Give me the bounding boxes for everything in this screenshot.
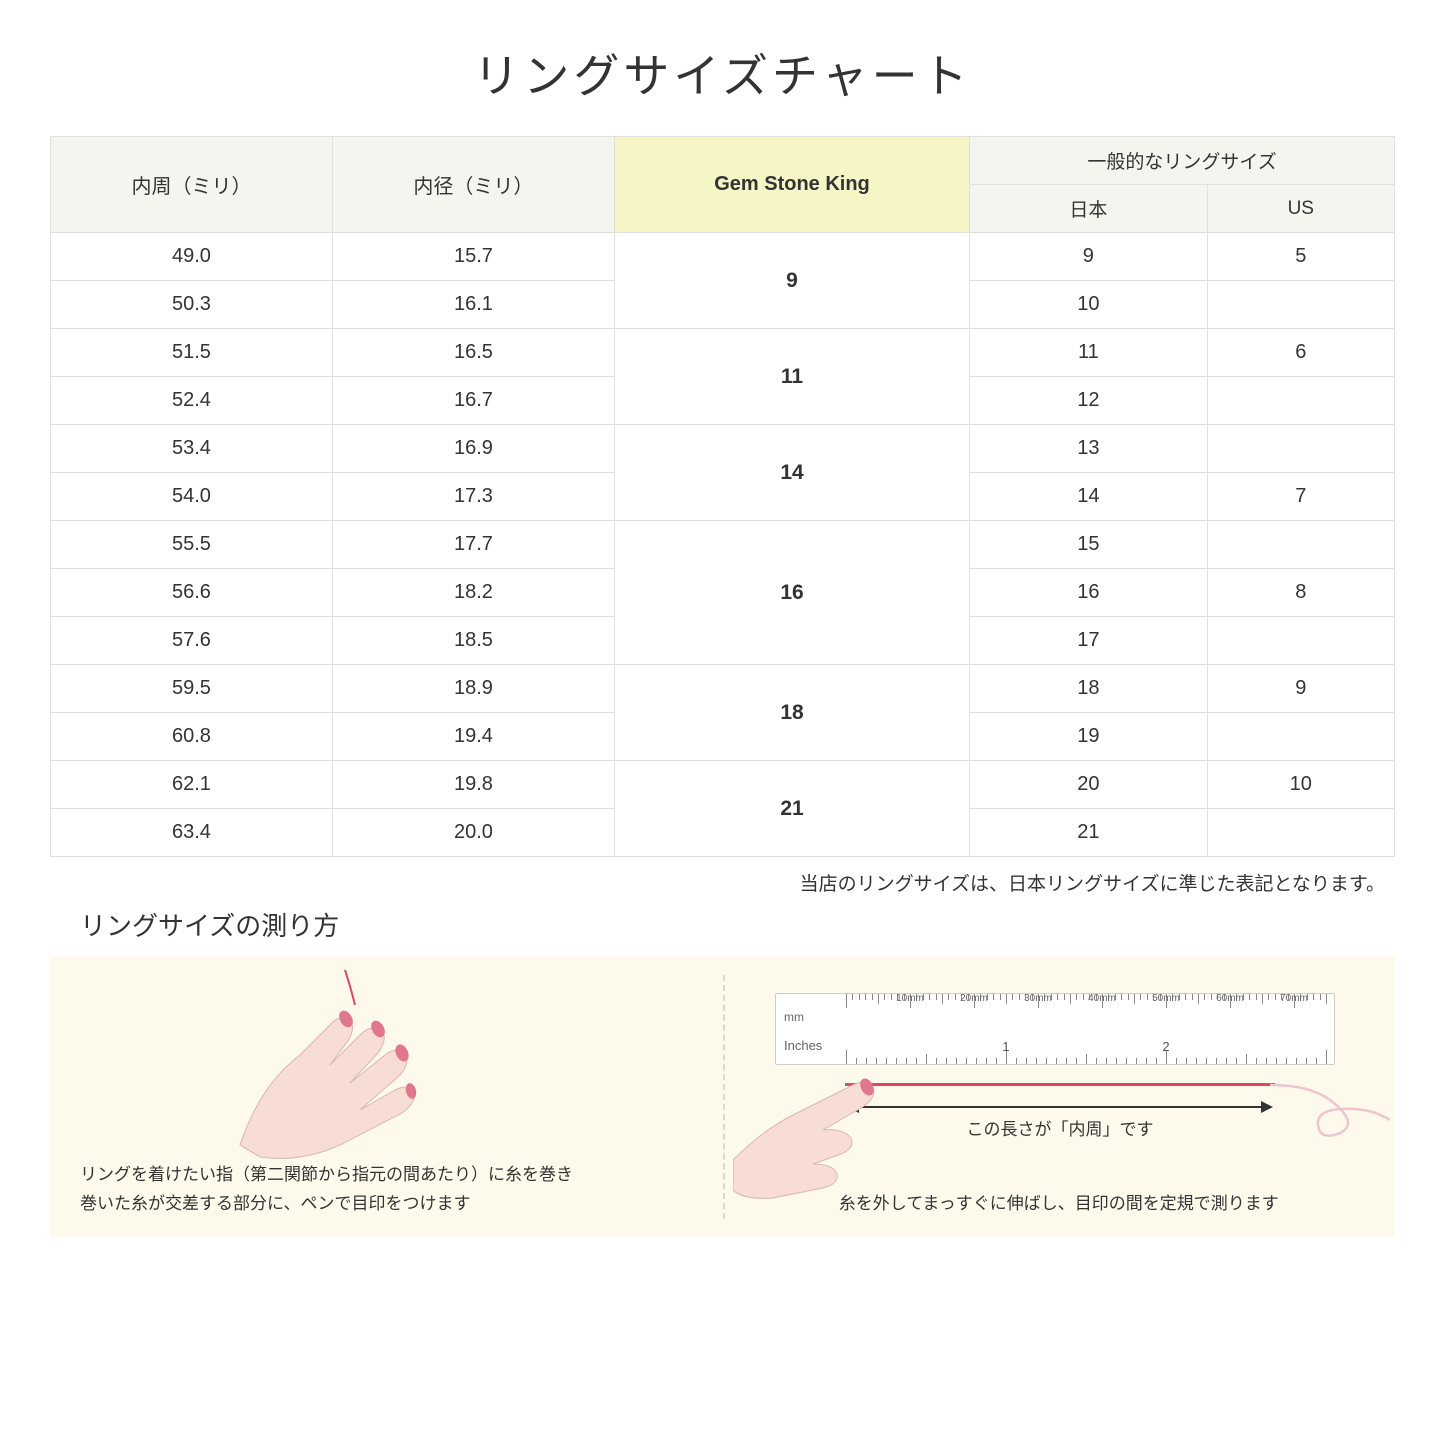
panel-step2: mm Inches 10mm20mm30mm40mm50mm60mm70mm 1… [723, 957, 1396, 1237]
ring-size-table: 内周（ミリ） 内径（ミリ） Gem Stone King 一般的なリングサイズ … [50, 136, 1395, 857]
header-general: 一般的なリングサイズ [970, 137, 1395, 185]
page-title: リングサイズチャート [50, 40, 1395, 106]
thread-curl [1270, 1065, 1390, 1145]
table-row: 51.516.511116 [51, 329, 1395, 377]
measure-infographic: リングを着けたい指（第二関節から指元の間あたり）に糸を巻き 巻いた糸が交差する部… [50, 957, 1395, 1237]
header-gem: Gem Stone King [614, 137, 969, 233]
ruler: mm Inches 10mm20mm30mm40mm50mm60mm70mm 1… [775, 993, 1335, 1065]
table-row: 59.518.918189 [51, 665, 1395, 713]
table-row: 55.517.71615 [51, 521, 1395, 569]
table-row: 53.416.91413 [51, 425, 1395, 473]
panel-step1: リングを着けたい指（第二関節から指元の間あたり）に糸を巻き 巻いた糸が交差する部… [50, 957, 723, 1237]
table-row: 62.119.8212010 [51, 761, 1395, 809]
header-japan: 日本 [970, 185, 1207, 233]
header-diameter: 内径（ミリ） [332, 137, 614, 233]
hand-point-icon [733, 1060, 913, 1200]
panel1-line2: 巻いた糸が交差する部分に、ペンで目印をつけます [80, 1190, 693, 1219]
ruler-in-label: Inches [784, 1038, 822, 1053]
hand-wrap-icon [200, 965, 520, 1165]
size-note: 当店のリングサイズは、日本リングサイズに準じた表記となります。 [50, 869, 1395, 896]
measure-title: リングサイズの測り方 [80, 906, 1395, 943]
panel1-line1: リングを着けたい指（第二関節から指元の間あたり）に糸を巻き [80, 1161, 693, 1190]
panel1-text: リングを着けたい指（第二関節から指元の間あたり）に糸を巻き 巻いた糸が交差する部… [80, 1161, 693, 1219]
header-us: US [1207, 185, 1394, 233]
ruler-mm-label: mm [784, 1010, 804, 1024]
header-circumference: 内周（ミリ） [51, 137, 333, 233]
table-row: 49.015.7995 [51, 233, 1395, 281]
